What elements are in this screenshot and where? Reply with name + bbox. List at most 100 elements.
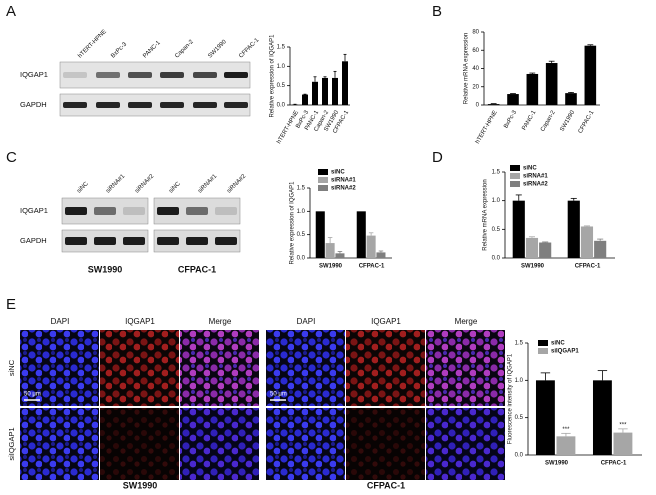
bar	[335, 253, 344, 258]
channel-label: Merge	[209, 317, 232, 326]
scale-label: 50 μm	[270, 392, 287, 398]
significance: ***	[619, 422, 627, 428]
x-tick-label: CFPAC-1	[601, 461, 627, 467]
bar	[488, 104, 500, 105]
cell-line-label: CFPAC-1	[367, 480, 405, 490]
legend-swatch	[318, 177, 328, 183]
row-label: siIQGAP1	[7, 427, 16, 460]
y-axis-label: Relative expression of IQGAP1	[290, 181, 296, 265]
band	[128, 72, 152, 78]
band	[123, 207, 145, 215]
x-tick-label: PANC-1	[521, 109, 537, 131]
y-axis-label: Fluorescence intensity of IQGAP1	[508, 353, 514, 444]
micrograph	[346, 408, 425, 480]
lane-label: PANC-1	[142, 40, 162, 60]
y-tick-label: 20	[472, 84, 479, 90]
band	[224, 102, 248, 108]
x-tick-label: SW1990	[545, 461, 569, 467]
band	[96, 102, 120, 108]
bar	[302, 95, 308, 105]
lane-label: hTERT-HPNE	[77, 29, 108, 60]
bar	[568, 201, 580, 258]
micrograph	[100, 408, 179, 480]
y-tick-label: 0	[476, 103, 480, 109]
row-label: siNC	[7, 359, 16, 376]
channel-label: IQGAP1	[371, 317, 401, 326]
y-tick-label: 0.0	[492, 256, 501, 262]
band	[186, 237, 208, 245]
y-tick-label: 80	[472, 30, 479, 36]
micrograph	[20, 408, 99, 480]
x-tick-label: SW1990	[319, 264, 343, 270]
legend-label: siNC	[551, 341, 565, 347]
channel-label: DAPI	[51, 317, 70, 326]
bar	[546, 63, 558, 105]
lane-label: BxPc-3	[110, 41, 128, 59]
legend-swatch	[318, 185, 328, 191]
cell-line-label: SW1990	[123, 480, 158, 490]
x-tick-label: hTERT-HPNE	[475, 110, 499, 145]
y-tick-label: 1.5	[515, 341, 524, 347]
y-tick-label: 60	[472, 48, 479, 54]
lane-label: CFPAC-1	[238, 37, 261, 60]
lane-label: siNC	[76, 181, 90, 195]
blot-row-label: IQGAP1	[20, 206, 48, 215]
panel-label: A	[6, 3, 16, 20]
y-tick-label: 0.5	[515, 415, 524, 421]
band	[160, 102, 184, 108]
y-axis-label: Relative mRNA expression	[483, 179, 489, 250]
bar	[326, 243, 335, 258]
legend-label: siNC	[523, 166, 537, 172]
bar	[565, 93, 577, 105]
band	[63, 102, 87, 108]
blot-row-label: GAPDH	[20, 100, 47, 109]
band	[224, 72, 248, 78]
legend-label: siNC	[331, 170, 345, 176]
legend-swatch	[510, 181, 520, 187]
legend-label: siRNA#2	[331, 186, 356, 192]
legend-swatch	[318, 169, 328, 175]
y-tick-label: 1.5	[277, 45, 286, 51]
band	[215, 207, 237, 215]
band	[65, 237, 87, 245]
x-tick-label: CFPAC-1	[575, 264, 601, 270]
x-tick-label: SW1990	[559, 109, 576, 133]
legend-swatch	[538, 348, 548, 354]
cell-line-label: CFPAC-1	[178, 264, 216, 274]
lane-label: siRNA#2	[226, 173, 247, 194]
bar	[581, 226, 593, 258]
y-tick-label: 40	[472, 66, 479, 72]
y-tick-label: 0.0	[277, 103, 286, 109]
bar	[527, 74, 539, 105]
legend-label: siRNA#2	[523, 182, 548, 188]
y-tick-label: 1.0	[492, 198, 501, 204]
band	[160, 72, 184, 78]
band	[123, 237, 145, 245]
blot-strip	[60, 94, 250, 116]
cell-line-label: SW1990	[88, 264, 123, 274]
panel-label: D	[432, 149, 443, 166]
band	[157, 237, 179, 245]
bar	[536, 380, 555, 455]
band	[63, 72, 87, 78]
bar	[513, 201, 525, 258]
micrograph	[180, 408, 259, 480]
bar	[585, 46, 597, 105]
legend-label: siRNA#1	[331, 178, 356, 184]
legend-swatch	[510, 173, 520, 179]
micrograph	[426, 408, 505, 480]
panel-label: B	[432, 3, 442, 20]
lane-label: Capan-2	[174, 39, 195, 60]
y-tick-label: 1.0	[297, 209, 306, 215]
bar	[539, 243, 551, 258]
x-tick-label: SW1990	[521, 264, 545, 270]
blot-strip	[60, 62, 250, 88]
y-tick-label: 0.0	[297, 256, 306, 262]
lane-label: siRNA#1	[197, 173, 218, 194]
channel-label: IQGAP1	[125, 317, 155, 326]
y-axis-label: Relative expression of IQGAP1	[270, 34, 276, 118]
bar	[357, 211, 366, 258]
micrograph	[100, 330, 179, 406]
